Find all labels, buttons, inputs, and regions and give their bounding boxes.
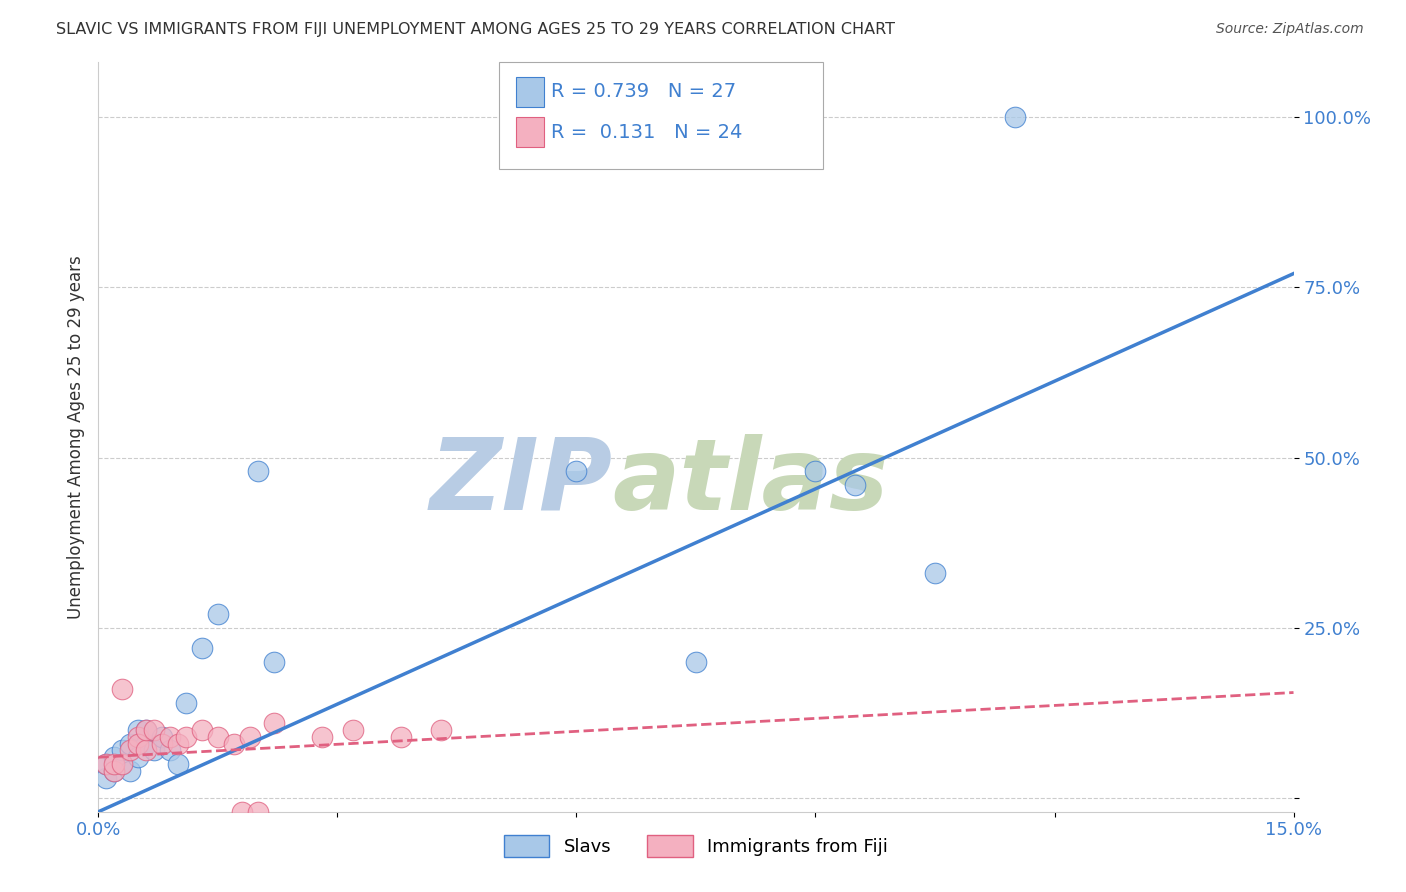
Point (159, 730, 181, 744)
Point (246, 805, 269, 819)
Point (191, 641, 214, 656)
Point (103, 764, 125, 778)
Point (143, 743, 166, 757)
Point (127, 737, 149, 751)
Point (222, 737, 245, 751)
Point (103, 750, 125, 764)
Point (239, 730, 262, 744)
Point (430, 723, 453, 737)
Point (150, 730, 173, 744)
Point (135, 737, 157, 751)
Point (96, 757, 118, 772)
Point (135, 723, 157, 737)
Y-axis label: Unemployment Among Ages 25 to 29 years: Unemployment Among Ages 25 to 29 years (66, 255, 84, 619)
Point (844, 477, 866, 491)
Point (150, 737, 173, 751)
Point (342, 723, 364, 737)
Text: R = 0.739   N = 27: R = 0.739 N = 27 (551, 82, 737, 102)
Point (167, 757, 190, 772)
Point (120, 764, 142, 778)
Point (111, 757, 134, 772)
Text: atlas: atlas (613, 434, 889, 531)
Point (207, 607, 229, 622)
Point (565, 464, 588, 478)
Text: ZIP: ZIP (429, 434, 613, 531)
Point (231, 805, 253, 819)
Point (120, 743, 142, 757)
Point (135, 743, 157, 757)
Point (167, 737, 190, 751)
Point (103, 757, 125, 772)
Point (96, 757, 118, 772)
Point (111, 743, 134, 757)
Text: SLAVIC VS IMMIGRANTS FROM FIJI UNEMPLOYMENT AMONG AGES 25 TO 29 YEARS CORRELATIO: SLAVIC VS IMMIGRANTS FROM FIJI UNEMPLOYM… (56, 22, 896, 37)
Text: Source: ZipAtlas.com: Source: ZipAtlas.com (1216, 22, 1364, 37)
Point (191, 723, 214, 737)
Point (311, 730, 333, 744)
Point (389, 730, 412, 744)
Point (804, 464, 827, 478)
Point (111, 757, 134, 772)
Point (685, 655, 707, 669)
Point (174, 730, 197, 744)
Point (263, 655, 285, 669)
Point (246, 464, 269, 478)
Point (127, 723, 149, 737)
Point (143, 723, 166, 737)
Point (111, 682, 134, 697)
Point (207, 730, 229, 744)
Point (135, 723, 157, 737)
Point (159, 743, 181, 757)
Legend: Slavs, Immigrants from Fiji: Slavs, Immigrants from Fiji (495, 826, 897, 866)
Point (96, 771, 118, 785)
Point (127, 730, 149, 744)
Point (127, 750, 149, 764)
Point (263, 716, 285, 731)
Point (924, 566, 946, 581)
Text: R =  0.131   N = 24: R = 0.131 N = 24 (551, 122, 742, 142)
Point (120, 737, 142, 751)
Point (174, 696, 197, 710)
Point (103, 764, 125, 778)
Point (1004, 110, 1026, 124)
